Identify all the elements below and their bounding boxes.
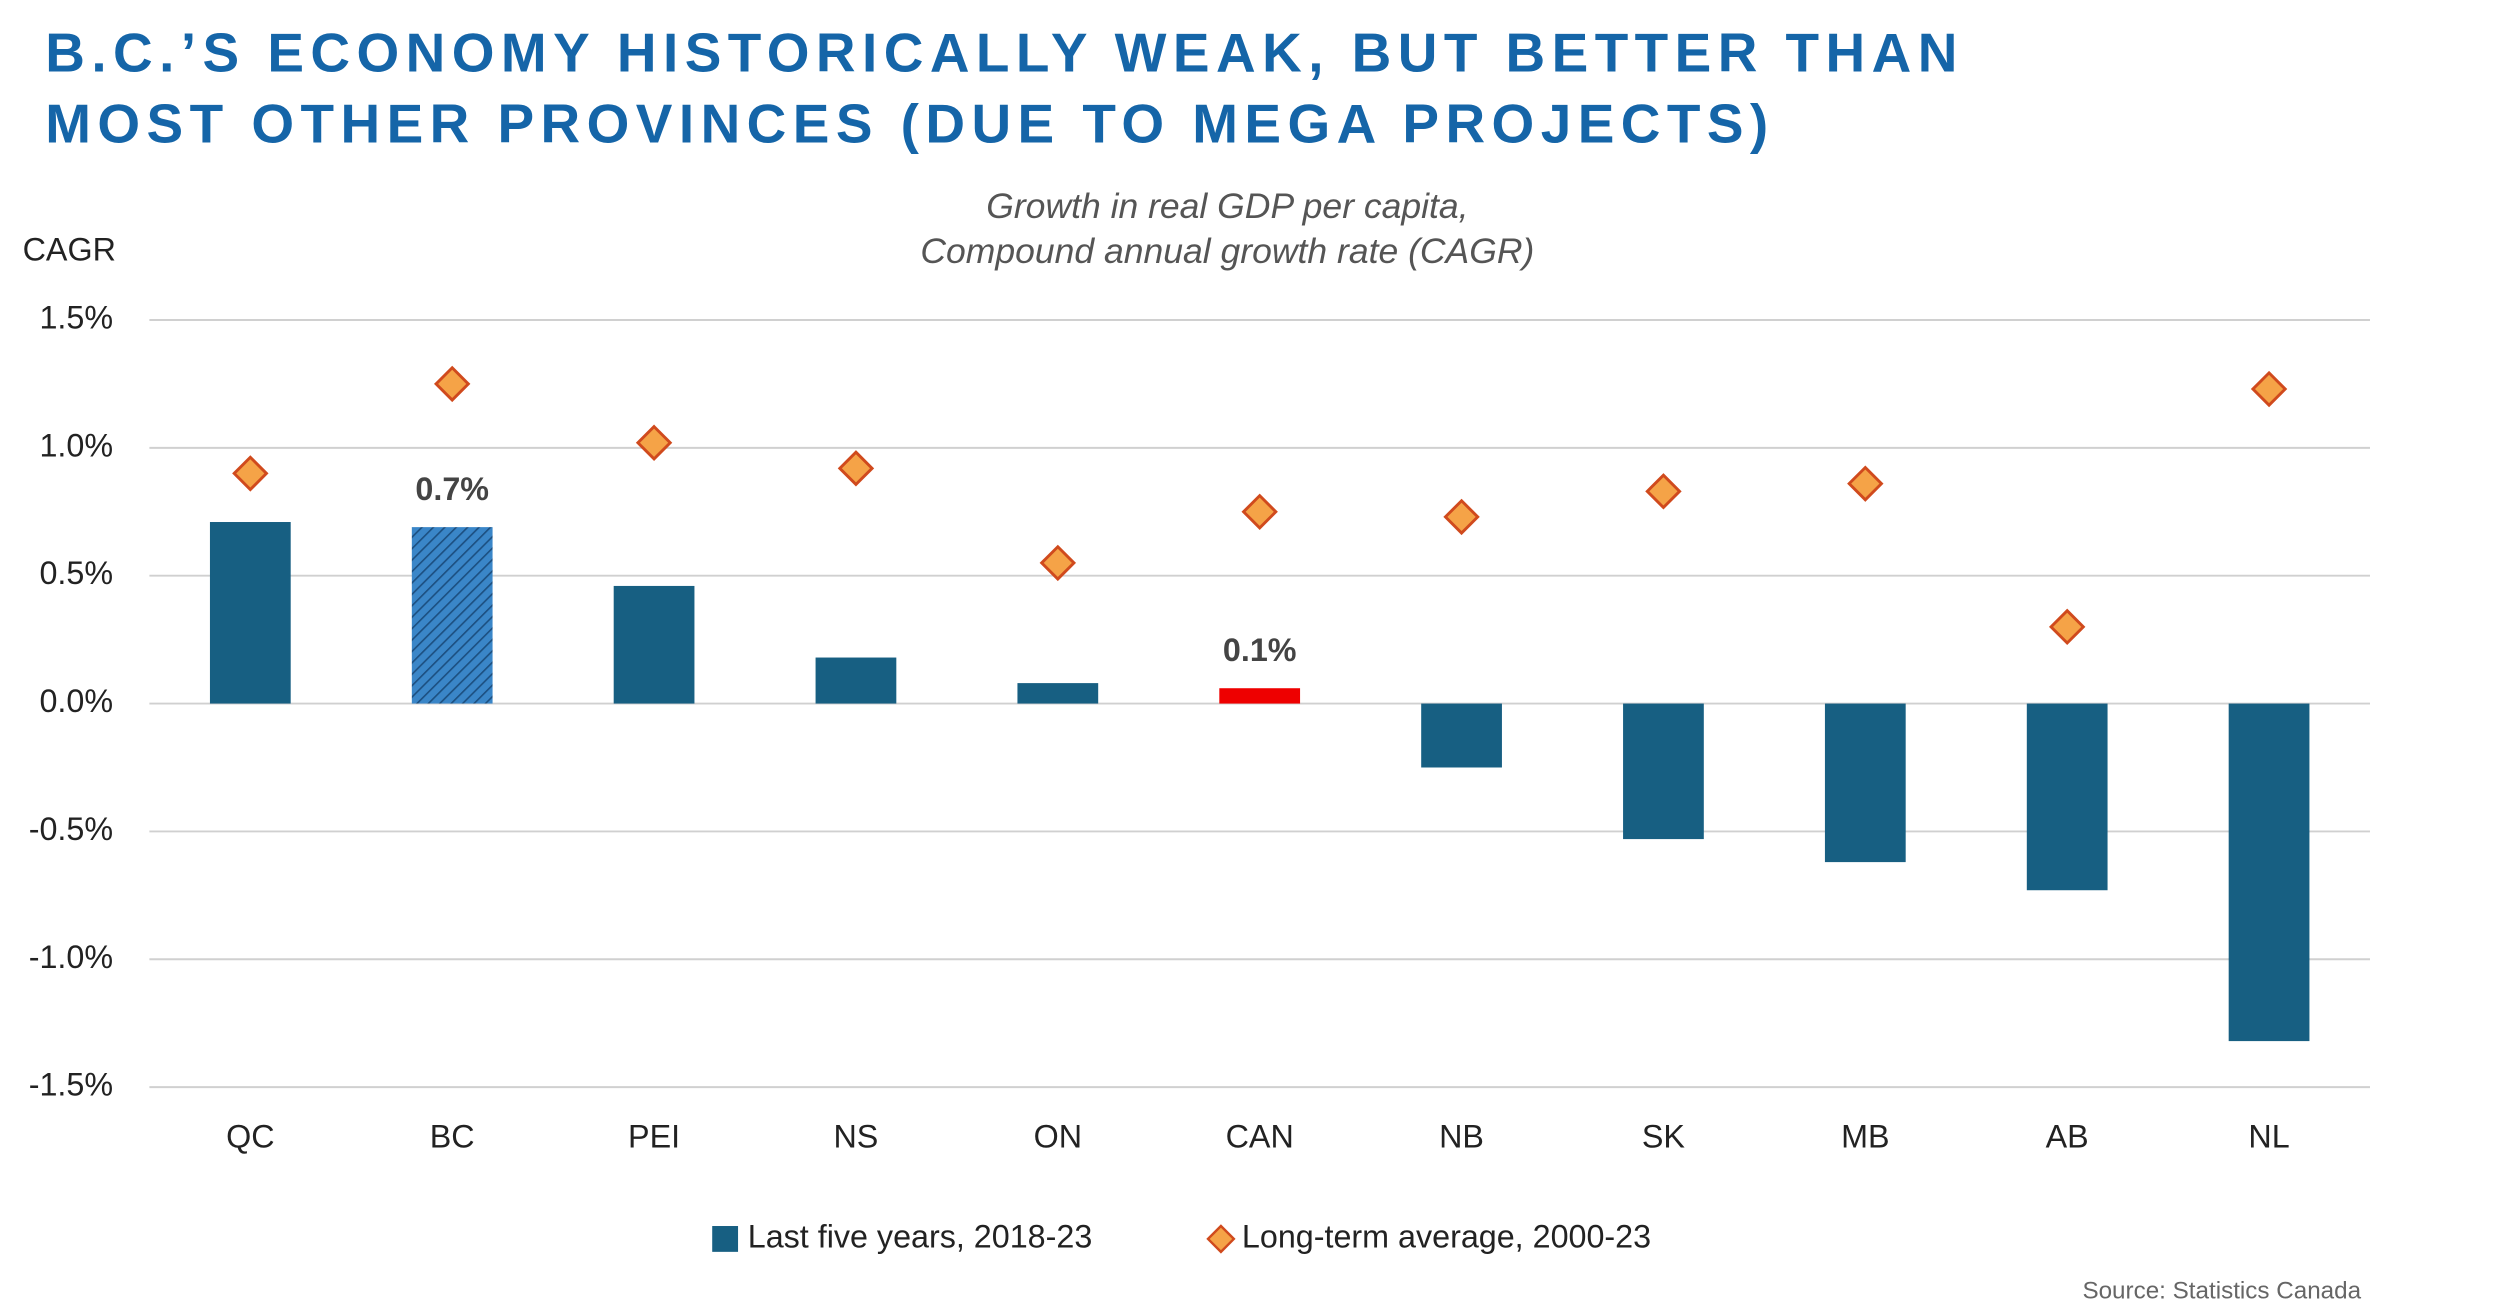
marker [1443,498,1480,536]
y-tick-label: -1.0% [29,939,113,975]
y-tick-label: 0.0% [39,683,113,719]
marker [837,450,875,487]
x-tick-label: NL [2248,1118,2289,1154]
chart-title: B.C.’S ECONOMY HISTORICALLY WEAK, BUT BE… [45,21,1964,83]
x-tick-label: QC [226,1118,274,1154]
chart-title: MOST OTHER PROVINCES (DUE TO MEGA PROJEC… [45,92,1774,154]
bar [815,657,897,704]
marker [433,365,471,403]
marker [635,424,673,461]
chart-subtitle: Growth in real GDP per capita, [986,186,1468,226]
y-tick-label: 1.0% [39,427,113,463]
bar [2228,703,2310,1042]
value-label: 0.7% [415,471,489,507]
marker [1847,465,1884,502]
bar [209,522,291,704]
marker [1039,544,1077,582]
bar [1017,683,1099,704]
bar [2026,703,2108,891]
legend-label: Long-term average, 2000-23 [1242,1218,1651,1254]
bar [1824,703,1906,863]
source: Source: Statistics Canada [2082,1278,2361,1305]
marker [232,455,269,492]
marker [1241,493,1278,530]
chart-subtitle: Compound annual growth rate (CAGR) [920,231,1534,271]
x-tick-label: PEI [628,1118,680,1154]
marker [2048,608,2086,646]
x-tick-label: AB [2046,1118,2089,1154]
x-tick-label: BC [430,1118,475,1154]
y-tick-label: -1.5% [29,1067,113,1103]
y-tick-label: 1.5% [39,300,113,336]
legend-swatch [712,1226,739,1252]
bar [1421,703,1502,768]
bar [613,585,695,704]
x-tick-label: CAN [1226,1118,1294,1154]
y-tick-label: 0.5% [39,555,113,591]
bar [411,527,493,704]
bar [1219,688,1301,704]
x-tick-label: NS [834,1118,879,1154]
y-axis-label: CAGR [23,232,116,268]
x-tick-label: SK [1642,1118,1686,1154]
marker [1645,473,1682,510]
x-tick-label: NB [1439,1118,1484,1154]
legend-label: Last five years, 2018-23 [748,1218,1093,1254]
y-tick-label: -0.5% [29,811,113,847]
bar [1623,703,1704,840]
legend-swatch [1206,1224,1236,1254]
x-tick-label: ON [1034,1118,1082,1154]
x-tick-label: MB [1841,1118,1889,1154]
value-label: 0.1% [1223,632,1297,668]
marker [2250,370,2288,408]
